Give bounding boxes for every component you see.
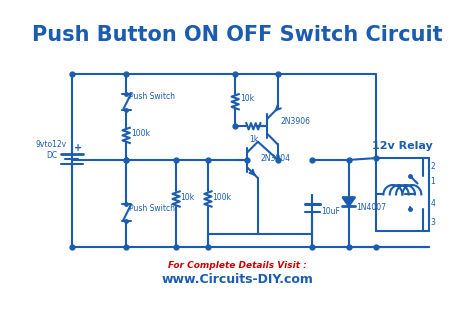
Text: 1k: 1k [249, 135, 258, 144]
Text: 2: 2 [430, 162, 435, 171]
Polygon shape [342, 197, 355, 206]
Text: 12v Relay: 12v Relay [372, 141, 433, 151]
Text: Push Button ON OFF Switch Circuit: Push Button ON OFF Switch Circuit [32, 25, 442, 45]
Bar [376, 158, 429, 231]
Text: 10k: 10k [241, 93, 255, 103]
Text: 2N3904: 2N3904 [261, 154, 291, 162]
Text: 4: 4 [430, 199, 436, 208]
Text: For Complete Details Visit :: For Complete Details Visit : [168, 261, 306, 270]
Text: 9vto12v
DC: 9vto12v DC [36, 140, 67, 160]
Text: 100k: 100k [212, 193, 231, 202]
Text: 1: 1 [430, 177, 435, 186]
Text: 1N4007: 1N4007 [356, 203, 386, 212]
Text: Push Switch: Push Switch [129, 92, 175, 101]
Text: +: + [74, 143, 82, 153]
Text: Push Switch: Push Switch [129, 204, 175, 213]
Text: 2N3906: 2N3906 [281, 117, 310, 126]
Text: 3: 3 [430, 218, 436, 226]
Text: 10uF: 10uF [321, 207, 340, 216]
Text: 100k: 100k [132, 129, 151, 138]
Text: www.Circuits-DIY.com: www.Circuits-DIY.com [161, 273, 313, 286]
Text: 10k: 10k [181, 193, 195, 202]
